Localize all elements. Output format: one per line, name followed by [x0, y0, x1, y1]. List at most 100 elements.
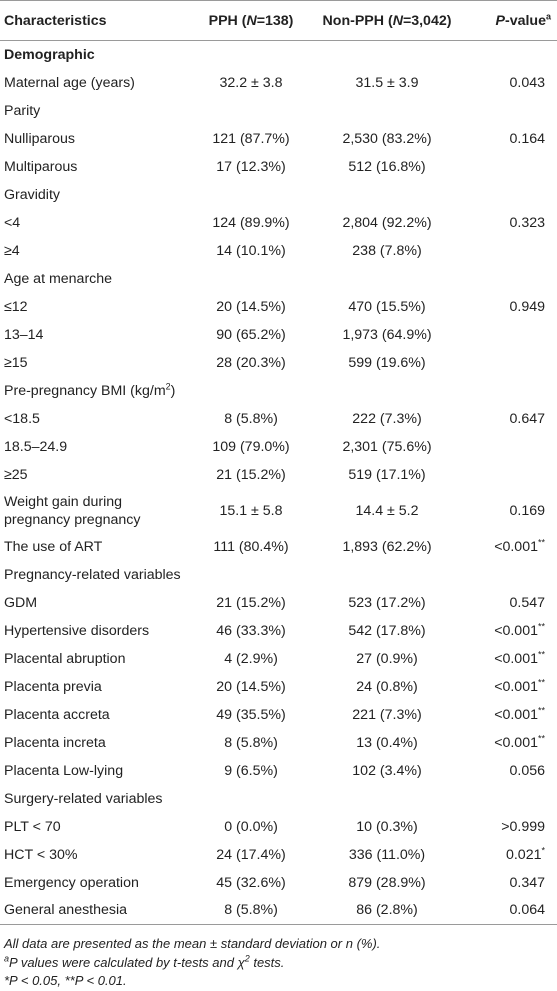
- non-pph-value: 27 (0.9%): [356, 650, 418, 667]
- table-row: Nulliparous 121 (87.7%) 2,530 (83.2%) 0.164: [0, 125, 557, 153]
- p-value: <0.001**: [494, 732, 545, 751]
- p-value: [462, 377, 557, 405]
- row-label: Demographic: [4, 46, 95, 63]
- row-label: Placenta Low-lying: [4, 762, 124, 779]
- p-value: 0.056: [509, 762, 545, 779]
- row-label: 13–14: [4, 326, 44, 343]
- row-label: Pre-pregnancy BMI (kg/m2): [4, 380, 176, 399]
- pph-value: 46 (33.3%): [216, 622, 286, 639]
- header-characteristics: Characteristics: [0, 0, 190, 41]
- pph-value: 32.2 ± 3.8: [219, 74, 283, 91]
- p-value: [462, 349, 557, 377]
- table-row: Placenta accreta 49 (35.5%) 221 (7.3%) <0.0…: [0, 701, 557, 729]
- p-value: <0.001**: [494, 536, 545, 555]
- pph-value: 14 (10.1%): [216, 242, 286, 259]
- pph-value: 17 (12.3%): [216, 158, 286, 175]
- row-label: <18.5: [4, 410, 40, 427]
- pph-value: [190, 377, 312, 405]
- non-pph-value: 238 (7.8%): [352, 242, 422, 259]
- p-value: [462, 237, 557, 265]
- non-pph-value: 222 (7.3%): [352, 410, 422, 427]
- table-body: Demographic Maternal age (years) 32.2 ± 3.…: [0, 41, 557, 925]
- row-label: Emergency operation: [4, 874, 139, 891]
- table-row: GDM 21 (15.2%) 523 (17.2%) 0.547: [0, 589, 557, 617]
- row-label: Surgery-related variables: [4, 790, 163, 807]
- pph-value: 45 (32.6%): [216, 874, 286, 891]
- pph-value: [190, 265, 312, 293]
- non-pph-value: 2,301 (75.6%): [342, 438, 432, 455]
- non-pph-value: 14.4 ± 5.2: [355, 502, 419, 519]
- characteristics-table: Characteristics PPH (N=138) Non-PPH (N=3…: [0, 0, 557, 925]
- non-pph-value: 86 (2.8%): [312, 896, 462, 925]
- table-row: ≤12 20 (14.5%) 470 (15.5%) 0.949: [0, 293, 557, 321]
- pph-value: 20 (14.5%): [216, 678, 286, 695]
- pph-value: 8 (5.8%): [224, 734, 278, 751]
- table-row: Parity: [0, 97, 557, 125]
- p-value: <0.001**: [494, 648, 545, 667]
- non-pph-value: 31.5 ± 3.9: [355, 74, 419, 91]
- table-row: HCT < 30% 24 (17.4%) 336 (11.0%) 0.021*: [0, 841, 557, 869]
- pph-value: 0 (0.0%): [224, 818, 278, 835]
- pph-value: 24 (17.4%): [216, 846, 286, 863]
- header-row: Characteristics PPH (N=138) Non-PPH (N=3…: [0, 0, 557, 41]
- pph-value: 21 (15.2%): [216, 594, 286, 611]
- pph-value: 111 (80.4%): [213, 538, 289, 555]
- non-pph-value: 1,973 (64.9%): [342, 326, 432, 343]
- p-value: [462, 561, 557, 589]
- table-row: Placenta Low-lying 9 (6.5%) 102 (3.4%) 0.05…: [0, 757, 557, 785]
- p-value: 0.949: [509, 298, 545, 315]
- p-value: 0.021*: [505, 844, 545, 863]
- row-label: Age at menarche: [4, 270, 113, 287]
- pph-value: 9 (6.5%): [224, 762, 278, 779]
- non-pph-value: [312, 561, 462, 589]
- row-label: ≤12: [4, 298, 28, 315]
- p-value: 0.169: [509, 502, 545, 519]
- row-label: General anesthesia: [0, 896, 190, 925]
- p-value: [462, 97, 557, 125]
- table-row: 13–14 90 (65.2%) 1,973 (64.9%): [0, 321, 557, 349]
- row-label: ≥25: [4, 466, 28, 483]
- pph-value: 28 (20.3%): [216, 354, 286, 371]
- non-pph-value: 470 (15.5%): [348, 298, 426, 315]
- table-row: PLT < 70 0 (0.0%) 10 (0.3%) >0.999: [0, 813, 557, 841]
- non-pph-value: 102 (3.4%): [352, 762, 422, 779]
- non-pph-value: [312, 377, 462, 405]
- p-value: [462, 153, 557, 181]
- table-row: General anesthesia 8 (5.8%) 86 (2.8%) 0.064: [0, 896, 557, 925]
- p-value: 0.347: [509, 874, 545, 891]
- table-footnotes: All data are presented as the mean ± sta…: [0, 925, 557, 991]
- non-pph-value: 13 (0.4%): [356, 734, 418, 751]
- non-pph-value: 2,530 (83.2%): [342, 130, 432, 147]
- footnote-2: aP values were calculated by t-tests and…: [4, 953, 285, 970]
- row-label: Placenta accreta: [4, 706, 110, 723]
- table-row: The use of ART 111 (80.4%) 1,893 (62.2%) <0…: [0, 533, 557, 561]
- non-pph-value: 599 (19.6%): [348, 354, 426, 371]
- p-value: [462, 41, 557, 69]
- table-row: Placental abruption 4 (2.9%) 27 (0.9%) <0.0…: [0, 645, 557, 673]
- table-row: ≥25 21 (15.2%) 519 (17.1%): [0, 461, 557, 489]
- table-row: Weight gain during pregnancy pregnancy 15.…: [0, 489, 557, 533]
- table-row: Surgery-related variables: [0, 785, 557, 813]
- non-pph-value: [312, 41, 462, 69]
- non-pph-value: 542 (17.8%): [348, 622, 426, 639]
- row-label: Pregnancy-related variables: [4, 566, 181, 583]
- pph-value: 49 (35.5%): [216, 706, 286, 723]
- row-label: Parity: [4, 102, 41, 119]
- pph-value: 8 (5.8%): [224, 410, 278, 427]
- table-row: Pre-pregnancy BMI (kg/m2): [0, 377, 557, 405]
- row-label: GDM: [4, 594, 38, 611]
- table-row: <4 124 (89.9%) 2,804 (92.2%) 0.323: [0, 209, 557, 237]
- p-value: [462, 785, 557, 813]
- pph-value: 20 (14.5%): [216, 298, 286, 315]
- table-row: ≥4 14 (10.1%) 238 (7.8%): [0, 237, 557, 265]
- row-label: Placenta increta: [4, 734, 106, 751]
- row-label: Placental abruption: [4, 650, 126, 667]
- non-pph-value: [312, 785, 462, 813]
- non-pph-value: 2,804 (92.2%): [342, 214, 432, 231]
- table-row: Hypertensive disorders 46 (33.3%) 542 (17.…: [0, 617, 557, 645]
- pph-value: 15.1 ± 5.8: [219, 502, 283, 519]
- row-label: 18.5–24.9: [4, 438, 68, 455]
- footnote-1: All data are presented as the mean ± sta…: [4, 936, 381, 951]
- non-pph-value: [312, 265, 462, 293]
